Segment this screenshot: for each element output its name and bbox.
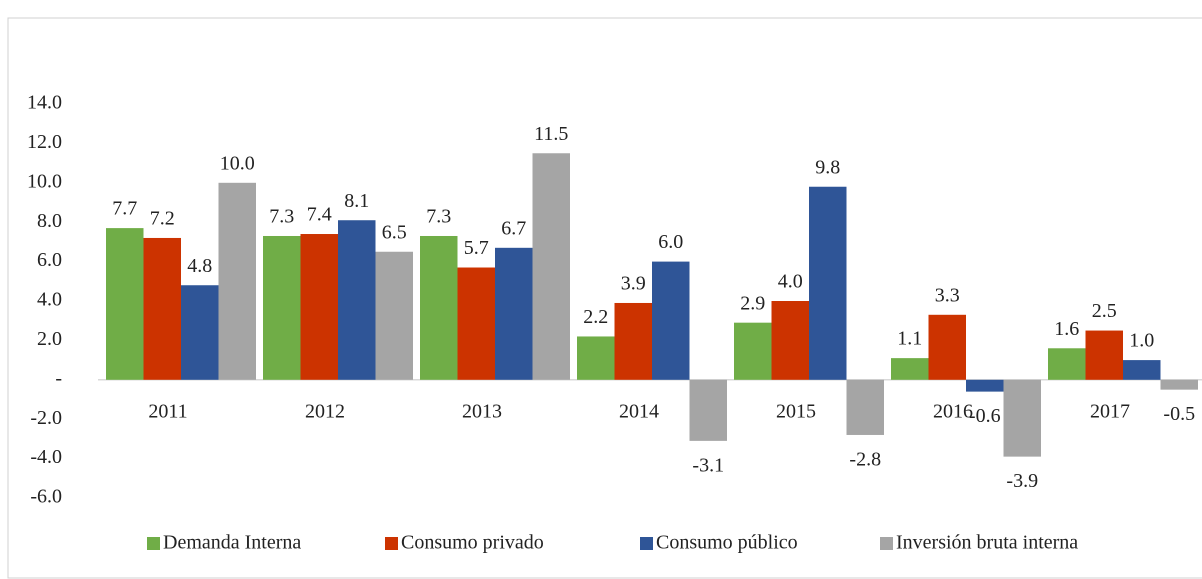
bar [495, 247, 533, 380]
bar [734, 322, 772, 380]
data-label: 7.2 [150, 208, 175, 230]
legend-label: Demanda Interna [163, 532, 301, 554]
bar [891, 358, 929, 380]
legend-swatch [147, 537, 160, 550]
y-tick-label: 14.0 [27, 92, 62, 114]
data-label: 3.3 [935, 284, 960, 306]
bar [532, 153, 570, 380]
data-label: 7.4 [307, 204, 332, 226]
data-label: 1.0 [1129, 330, 1154, 352]
bar [300, 234, 338, 380]
bar [218, 182, 256, 380]
data-label: 4.8 [187, 255, 212, 277]
bar [1123, 360, 1161, 380]
legend-label: Inversión bruta interna [896, 532, 1078, 554]
bar [771, 301, 809, 380]
data-label: 11.5 [534, 123, 568, 145]
bar [1003, 379, 1041, 457]
y-tick-label: 10.0 [27, 170, 62, 192]
data-label: 6.5 [382, 221, 407, 243]
data-label: 2.2 [583, 306, 608, 328]
y-tick-label: 12.0 [27, 131, 62, 153]
bar [614, 302, 652, 380]
data-label: 6.7 [501, 217, 526, 239]
bar [1160, 379, 1198, 390]
data-label: -0.6 [969, 405, 1001, 427]
legend-label: Consumo privado [401, 532, 544, 554]
legend-swatch [880, 537, 893, 550]
bar [263, 235, 301, 380]
bar [846, 379, 884, 435]
x-tick-label: 2014 [619, 401, 659, 423]
data-label: -3.1 [692, 454, 724, 476]
legend-swatch [385, 537, 398, 550]
y-tick-label: 4.0 [37, 289, 62, 311]
y-tick-label: 8.0 [37, 210, 62, 232]
bar [928, 314, 966, 380]
legend-label: Consumo público [656, 532, 798, 554]
data-label: 7.3 [269, 206, 294, 228]
bar [338, 220, 376, 380]
bar [106, 228, 144, 380]
data-label: 7.7 [112, 198, 137, 220]
x-tick-label: 2016 [933, 401, 973, 423]
data-label: -3.9 [1006, 470, 1038, 492]
data-label: 4.0 [778, 271, 803, 293]
bar [181, 285, 219, 380]
bar [652, 261, 690, 380]
y-tick-label: -6.0 [30, 486, 62, 508]
bar [809, 186, 847, 380]
bar [143, 237, 181, 380]
data-label: -0.5 [1163, 403, 1195, 425]
y-tick-label: -2.0 [30, 407, 62, 429]
bar [420, 235, 458, 380]
data-label: 2.5 [1092, 300, 1117, 322]
data-label: 5.7 [464, 237, 489, 259]
data-label: 8.1 [344, 190, 369, 212]
x-tick-label: 2015 [776, 401, 816, 423]
data-label: -2.8 [849, 449, 881, 471]
x-tick-label: 2013 [462, 401, 502, 423]
x-tick-label: 2011 [148, 401, 187, 423]
data-label: 10.0 [220, 152, 255, 174]
bar [1085, 330, 1123, 380]
y-tick-label: 6.0 [37, 249, 62, 271]
data-label: 3.9 [621, 273, 646, 295]
bar [457, 267, 495, 380]
legend-swatch [640, 537, 653, 550]
bar [689, 379, 727, 441]
bar [375, 251, 413, 380]
bar [966, 379, 1004, 392]
bar [577, 336, 615, 380]
y-tick-label: - [55, 367, 62, 389]
y-tick-label: 2.0 [37, 328, 62, 350]
y-tick-label: -4.0 [30, 446, 62, 468]
x-tick-label: 2012 [305, 401, 345, 423]
data-label: 7.3 [426, 206, 451, 228]
data-label: 1.6 [1054, 318, 1079, 340]
data-label: 2.9 [740, 292, 765, 314]
data-label: 1.1 [897, 328, 922, 350]
data-label: 9.8 [815, 156, 840, 178]
bar [1048, 348, 1086, 380]
data-label: 6.0 [658, 231, 683, 253]
x-tick-label: 2017 [1090, 401, 1130, 423]
